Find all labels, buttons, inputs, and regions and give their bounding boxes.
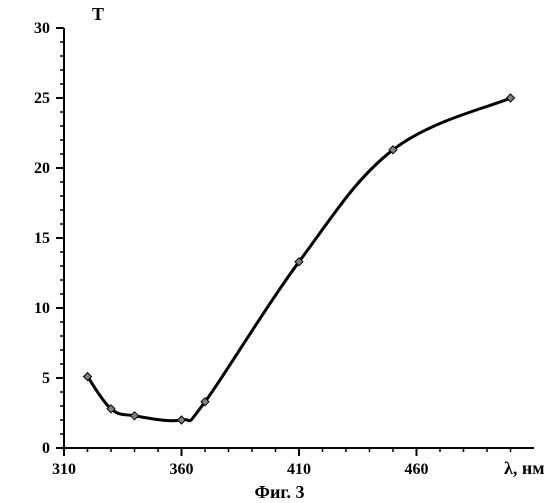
chart-svg: 0 5 10 15 20 25 30 310 360 410 460 Tλ, нм xyxy=(0,0,559,500)
svg-text:10: 10 xyxy=(34,300,50,317)
svg-text:20: 20 xyxy=(34,160,50,177)
svg-text:5: 5 xyxy=(42,370,50,387)
svg-text:360: 360 xyxy=(170,461,194,478)
svg-text:460: 460 xyxy=(405,461,429,478)
chart-container: 051015202530310360410460Tλ, нм Фиг. 3 xyxy=(0,0,559,500)
svg-text:λ, нм: λ, нм xyxy=(504,458,544,478)
svg-text:T: T xyxy=(92,4,104,24)
svg-text:310: 310 xyxy=(52,461,76,478)
svg-text:0: 0 xyxy=(42,440,50,457)
svg-text:410: 410 xyxy=(287,461,311,478)
svg-text:25: 25 xyxy=(34,90,50,107)
svg-text:15: 15 xyxy=(34,230,50,247)
svg-text:30: 30 xyxy=(34,20,50,37)
